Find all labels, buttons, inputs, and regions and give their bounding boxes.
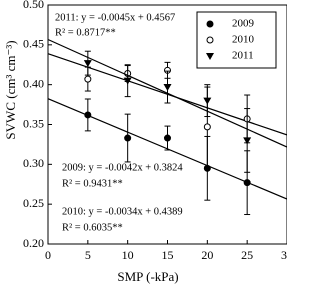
x-tick-label: 5 <box>85 248 91 262</box>
point <box>84 75 92 83</box>
annotation: R² = 0.6035** <box>62 222 123 233</box>
x-tick-label: 25 <box>241 248 253 262</box>
chart: SMP (-kPa) SVWC (cm³ cm⁻³) 0.20 0.25 0.30 0… <box>3 0 287 284</box>
y-tick-label: 0.35 <box>23 116 44 130</box>
y-tick-label: 0.30 <box>23 156 44 170</box>
point <box>203 123 211 131</box>
point <box>83 60 92 68</box>
x-tick-label: 30 <box>281 248 287 262</box>
annotation: 2011: y = -0.0045x + 0.4567 <box>55 12 175 23</box>
annotation: R² = 0.8717** <box>55 27 116 38</box>
legend-marker <box>206 36 214 44</box>
point <box>203 97 212 105</box>
y-tick-label: 0.40 <box>23 76 44 90</box>
legend-label: 2011 <box>232 50 254 62</box>
legend-label: 2009 <box>232 18 255 30</box>
legend-marker <box>206 20 214 28</box>
point <box>243 137 252 145</box>
x-axis-label: SMP (-kPa) <box>117 269 178 284</box>
y-tick-label: 0.25 <box>23 196 44 210</box>
y-tick-label: 0.50 <box>23 0 44 11</box>
x-tick-label: 15 <box>162 248 174 262</box>
x-tick-label: 20 <box>201 248 213 262</box>
legend-label: 2010 <box>232 34 255 46</box>
legend-marker <box>206 53 214 60</box>
point <box>123 77 132 85</box>
point <box>163 84 172 92</box>
x-tick-label: 0 <box>45 248 51 262</box>
annotation: R² = 0.9431** <box>62 178 123 189</box>
point <box>243 179 251 187</box>
y-axis-label: SVWC (cm³ cm⁻³) <box>3 40 18 139</box>
x-tick-label: 10 <box>122 248 134 262</box>
y-tick-label: 0.45 <box>23 37 44 51</box>
annotation: 2009: y = -0.0042x + 0.3824 <box>62 162 183 173</box>
point <box>84 111 92 119</box>
y-tick-label: 0.20 <box>23 236 44 250</box>
annotation: 2010: y = -0.0034x + 0.4389 <box>62 206 183 217</box>
point <box>164 134 171 142</box>
point <box>124 134 132 142</box>
